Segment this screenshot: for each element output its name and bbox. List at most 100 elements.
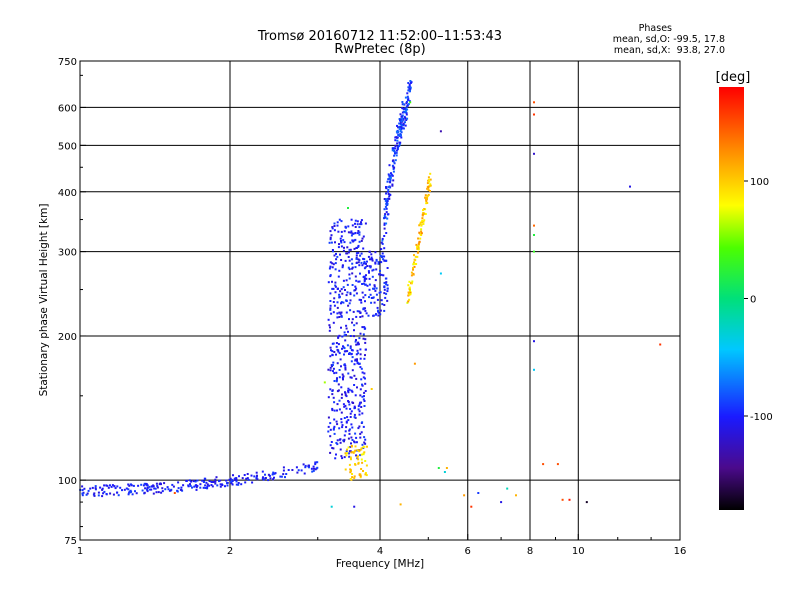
- data-point: [338, 369, 341, 371]
- data-point: [360, 458, 363, 461]
- data-point: [418, 240, 421, 243]
- data-point: [155, 482, 158, 485]
- data-point: [387, 213, 390, 216]
- data-point: [412, 263, 415, 266]
- data-point: [407, 89, 410, 92]
- data-point: [341, 292, 344, 295]
- data-point: [362, 247, 365, 250]
- data-points: [79, 80, 662, 508]
- data-point: [347, 437, 350, 440]
- data-point: [140, 483, 143, 486]
- data-point: [384, 296, 387, 299]
- data-point: [279, 475, 282, 478]
- data-point: [360, 453, 363, 456]
- data-point: [359, 454, 362, 457]
- data-point: [420, 232, 423, 235]
- data-point: [407, 82, 410, 84]
- data-point: [343, 405, 346, 408]
- data-point: [398, 128, 401, 130]
- data-point: [373, 284, 376, 287]
- stats-o-mode: mean, sd,O: -99.5, 17.8: [613, 34, 725, 45]
- data-point: [381, 242, 384, 245]
- data-point: [375, 259, 378, 262]
- data-point: [353, 363, 356, 366]
- data-point: [346, 448, 348, 451]
- data-point: [340, 301, 343, 304]
- data-point: [399, 503, 402, 506]
- data-point: [313, 467, 315, 470]
- data-point: [341, 266, 344, 269]
- data-point: [335, 453, 337, 456]
- data-point: [228, 478, 231, 481]
- data-point: [343, 331, 346, 334]
- data-point: [340, 326, 342, 329]
- data-point: [350, 436, 353, 439]
- data-point: [354, 358, 357, 361]
- data-point: [335, 258, 338, 261]
- data-point: [332, 428, 335, 431]
- y-axis: 75 100 200 300 400 500 600 750: [58, 57, 86, 547]
- data-point: [364, 438, 367, 441]
- data-point: [354, 289, 357, 292]
- data-point: [267, 479, 270, 482]
- data-point: [156, 486, 159, 489]
- data-point: [427, 186, 430, 189]
- data-point: [391, 183, 394, 186]
- data-point: [386, 200, 389, 202]
- data-point: [379, 309, 382, 312]
- data-point: [101, 495, 104, 498]
- data-point: [389, 176, 392, 179]
- data-point: [191, 486, 193, 489]
- data-point: [337, 246, 340, 249]
- data-point: [348, 248, 351, 251]
- data-point: [316, 466, 319, 469]
- data-point: [420, 221, 423, 224]
- data-point: [362, 376, 365, 379]
- data-point: [353, 335, 355, 338]
- data-point: [353, 416, 356, 419]
- data-point: [408, 100, 411, 103]
- data-point: [253, 475, 256, 478]
- data-point: [123, 488, 126, 491]
- data-point: [414, 259, 417, 262]
- data-point: [304, 466, 307, 469]
- data-point: [360, 448, 363, 451]
- data-point: [344, 430, 347, 433]
- data-point: [344, 392, 347, 395]
- data-point: [361, 443, 364, 446]
- data-point: [349, 248, 352, 251]
- data-point: [386, 197, 389, 200]
- data-point: [381, 237, 384, 240]
- data-point: [429, 183, 432, 186]
- data-point: [336, 306, 339, 309]
- data-point: [351, 284, 354, 286]
- data-point: [352, 232, 355, 235]
- data-point: [331, 262, 334, 265]
- data-point: [399, 119, 401, 122]
- data-point: [349, 291, 352, 294]
- data-point: [383, 281, 386, 284]
- data-point: [332, 342, 335, 345]
- data-point: [267, 473, 270, 476]
- y-tick-label: 75: [64, 536, 77, 547]
- data-point: [336, 403, 339, 406]
- data-point: [391, 149, 394, 152]
- data-point: [204, 487, 207, 489]
- data-point: [345, 395, 348, 398]
- data-point: [355, 246, 358, 249]
- data-point: [349, 347, 352, 350]
- data-point: [423, 208, 426, 211]
- data-point: [388, 177, 391, 180]
- data-point: [176, 490, 179, 493]
- data-point: [408, 292, 410, 295]
- data-point: [426, 194, 429, 197]
- data-point: [158, 483, 161, 486]
- data-point: [94, 487, 97, 490]
- data-point: [386, 267, 389, 269]
- data-point: [407, 97, 410, 100]
- data-point: [365, 277, 368, 280]
- data-point: [419, 221, 422, 224]
- data-point: [148, 488, 151, 491]
- data-point: [196, 479, 199, 482]
- data-point: [341, 347, 343, 350]
